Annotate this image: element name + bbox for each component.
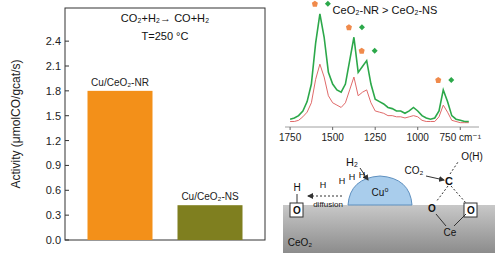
peak-icon-orange (312, 1, 318, 7)
peak-icon-green (359, 24, 365, 30)
y-tick (65, 190, 69, 191)
y-tick-label: 1.8 (46, 85, 61, 97)
x-tick-label: 750 cm⁻¹ (440, 132, 482, 143)
y-tick-label: 0.3 (46, 209, 61, 221)
bond (436, 186, 448, 202)
x-tick (417, 127, 418, 130)
arrow (426, 176, 444, 180)
x-tick-label: 1250 (364, 132, 387, 143)
peak-icon-orange (359, 48, 365, 54)
y-tick-label: 1.5 (46, 110, 61, 122)
bars (88, 91, 243, 240)
plot-frame (65, 8, 265, 240)
cu-particle (348, 176, 412, 205)
title: CO₂+H₂→ CO+H₂ (121, 12, 210, 24)
peak-icon-green (448, 77, 454, 83)
bar (178, 205, 243, 240)
y-tick (65, 90, 69, 91)
bond (436, 214, 446, 226)
y-tick (65, 140, 69, 141)
x-tick-label: 1750 (279, 132, 302, 143)
diagram-label: H (320, 180, 327, 190)
peak-icon-green (372, 48, 378, 54)
subtitle: T=250 °C (142, 30, 189, 42)
y-tick-label: 2.4 (46, 35, 61, 47)
y-tick-label: 0.6 (46, 184, 61, 196)
y-tick (65, 66, 69, 67)
diagram-label: O(H) (461, 151, 483, 162)
diagram-label: Cu⁰ (372, 187, 389, 198)
ceo2-slab (283, 205, 495, 253)
arrow (308, 196, 342, 197)
y-tick (65, 115, 69, 116)
x-axis (285, 127, 479, 128)
lines (290, 14, 469, 123)
x-tick-label: 1000 (407, 132, 430, 143)
diagram-label: CO₂ (405, 165, 424, 176)
bar-label: Cu/CeO₂-NS (181, 191, 239, 202)
x-tick (290, 127, 291, 130)
peak-icon-orange (346, 24, 352, 30)
diagram-label: O (467, 205, 475, 216)
o-box (290, 203, 303, 217)
x-tick (460, 127, 461, 130)
y-tick-label: 1.2 (46, 135, 61, 147)
bar (88, 91, 153, 240)
diagram-label: H (293, 182, 300, 193)
y-tick-label: 0.0 (46, 234, 61, 246)
bond (450, 162, 458, 174)
bond (297, 194, 298, 203)
x-tick-label: 1500 (322, 132, 345, 143)
diagram-label: O (293, 205, 301, 216)
title: CeO₂-NR > CeO₂-NS (333, 4, 438, 16)
y-tick (65, 240, 69, 241)
y-tick (65, 165, 69, 166)
bond (454, 214, 466, 226)
y-tick-label: 2.1 (46, 60, 61, 72)
diagram-label: H₂ (346, 156, 358, 168)
x-tick (375, 127, 376, 130)
diagram-label: Ce (444, 227, 457, 238)
bar-label: Cu/CeO₂-NR (91, 77, 149, 88)
o-box (464, 203, 477, 217)
bond (451, 186, 466, 203)
peak-icon-green (325, 1, 331, 7)
y-tick-label: 0.9 (46, 159, 61, 171)
diagram-label: C (445, 175, 453, 187)
diagram-label: H (359, 170, 366, 180)
y-tick (65, 41, 69, 42)
y-axis-label: Activity (μmolCO/gcat/s) (9, 60, 23, 189)
diagram-label: H (349, 172, 356, 182)
diagram-label: H (339, 176, 346, 186)
diagram-label: diffusion (313, 200, 343, 209)
peak-icon-orange (435, 77, 441, 83)
diagram-label: O (428, 203, 436, 214)
y-tick (65, 215, 69, 216)
x-tick (332, 127, 333, 130)
spectrum-line (290, 14, 469, 122)
diagram-label: CeO₂ (288, 237, 313, 248)
